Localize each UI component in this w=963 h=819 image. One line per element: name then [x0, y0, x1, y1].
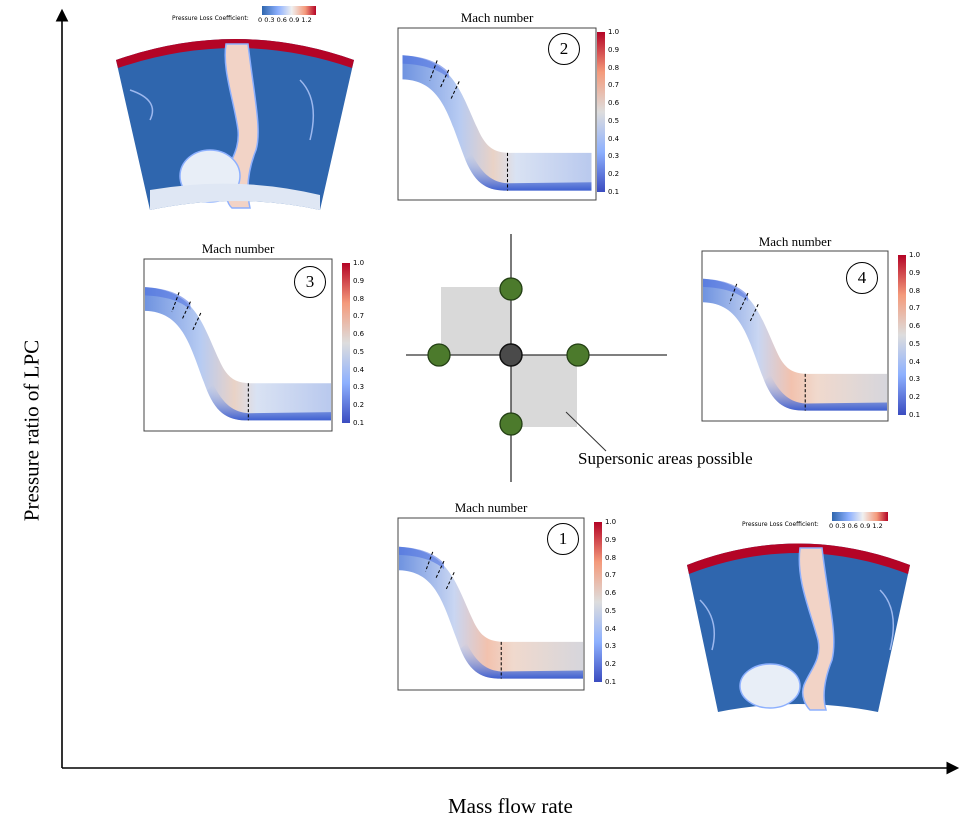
mach-colorbar-tick: 0.6	[909, 322, 921, 331]
mach-colorbar-tick: 0.3	[605, 642, 617, 651]
operating-point-badge-1: 1	[547, 523, 579, 555]
mach-colorbar	[898, 255, 906, 415]
mach-panel-2-title: Mach number	[460, 10, 534, 25]
mach-colorbar-tick: 0.3	[353, 383, 365, 392]
mach-colorbar-tick: 0.5	[909, 339, 921, 348]
mach-colorbar-tick: 1.0	[909, 251, 921, 259]
mach-colorbar-tick: 0.7	[608, 81, 620, 90]
mach-colorbar-tick: 0.9	[353, 276, 365, 285]
operating-point-4	[566, 343, 590, 367]
mach-colorbar-tick: 0.2	[353, 401, 365, 410]
supersonic-region-upper	[441, 287, 511, 355]
mach-colorbar-tick: 0.8	[353, 294, 365, 303]
mach-colorbar-tick: 0.8	[608, 63, 620, 72]
mach-colorbar-tick: 0.1	[909, 411, 921, 419]
mach-colorbar	[597, 32, 605, 192]
design-point	[499, 343, 523, 367]
operating-point-1	[499, 412, 523, 436]
mach-colorbar-tick: 0.1	[353, 419, 365, 427]
mach-colorbar-tick: 0.4	[608, 134, 620, 143]
mach-colorbar-tick: 0.1	[605, 678, 617, 686]
mach-colorbar-tick: 0.7	[605, 571, 617, 580]
mach-colorbar-tick: 0.2	[608, 170, 620, 179]
mach-colorbar-tick: 0.4	[605, 624, 617, 633]
operating-point-3	[427, 343, 451, 367]
mach-colorbar-tick: 0.9	[605, 535, 617, 544]
annotation-leader-line	[565, 411, 607, 452]
mach-colorbar-tick: 0.1	[608, 188, 620, 196]
mach-colorbar-tick: 0.5	[353, 347, 365, 356]
mach-panel-4-title: Mach number	[758, 234, 832, 249]
x-axis-label: Mass flow rate	[448, 794, 573, 818]
pressure-loss-legend-ticks: 0 0.3 0.6 0.9 1.2	[829, 522, 883, 530]
mach-colorbar-tick: 1.0	[605, 518, 617, 526]
supersonic-region-lower	[511, 355, 577, 427]
operating-point-badge-4: 4	[846, 262, 878, 294]
mach-colorbar-tick: 0.7	[353, 312, 365, 321]
operating-point-2	[499, 277, 523, 301]
mach-colorbar	[594, 522, 602, 682]
operating-point-badge-2: 2	[548, 33, 580, 65]
mach-colorbar	[342, 263, 350, 423]
pressure-loss-legend-ticks: 0 0.3 0.6 0.9 1.2	[258, 16, 312, 24]
mach-colorbar-tick: 0.6	[353, 330, 365, 339]
mach-panel-1-title: Mach number	[454, 500, 528, 515]
mach-colorbar-tick: 0.4	[909, 357, 921, 366]
mach-colorbar-tick: 0.2	[605, 660, 617, 669]
mach-colorbar-tick: 0.5	[608, 116, 620, 125]
mach-panel-3-title: Mach number	[201, 241, 275, 256]
mach-colorbar-tick: 0.9	[608, 45, 620, 54]
mach-colorbar-tick: 0.3	[909, 375, 921, 384]
mach-colorbar-tick: 0.4	[353, 365, 365, 374]
mach-colorbar-tick: 0.8	[605, 553, 617, 562]
mach-colorbar-tick: 0.7	[909, 304, 921, 313]
mach-colorbar-tick: 0.8	[909, 286, 921, 295]
pressure-loss-colorbar	[262, 6, 316, 15]
mach-colorbar-tick: 0.3	[608, 152, 620, 161]
mach-colorbar-tick: 1.0	[353, 259, 365, 267]
mach-colorbar-tick: 0.6	[608, 99, 620, 108]
y-axis-label: Pressure ratio of LPC	[19, 339, 44, 522]
pressure-loss-colorbar	[832, 512, 888, 521]
mach-colorbar-tick: 0.9	[909, 268, 921, 277]
pressure-loss-contour-bottom	[687, 512, 910, 712]
mach-colorbar-tick: 0.6	[605, 589, 617, 598]
pressure-loss-legend-title: Pressure Loss Coefficient:	[172, 15, 249, 22]
operating-point-map	[406, 234, 667, 482]
pressure-loss-legend-title: Pressure Loss Coefficient:	[742, 521, 819, 528]
mach-colorbar-tick: 0.2	[909, 393, 921, 402]
mach-colorbar-tick: 1.0	[608, 28, 620, 36]
operating-point-badge-3: 3	[294, 266, 326, 298]
mach-colorbar-tick: 0.5	[605, 606, 617, 615]
supersonic-areas-annotation: Supersonic areas possible	[578, 449, 753, 468]
pressure-loss-contour-top	[116, 6, 354, 210]
